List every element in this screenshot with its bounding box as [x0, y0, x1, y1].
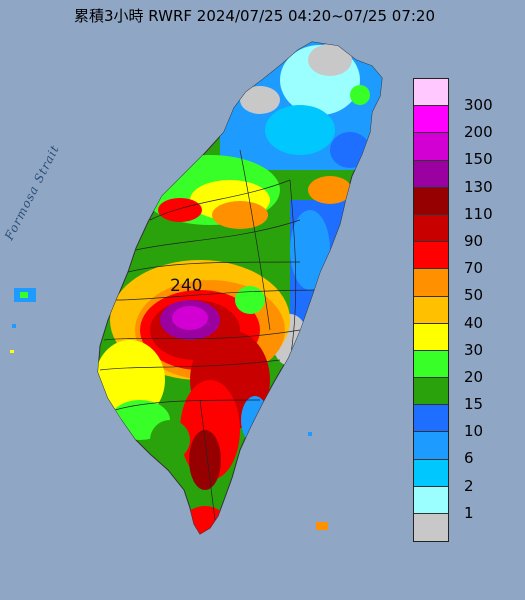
map-title: 累積3小時 RWRF 2024/07/25 04:20~07/25 07:20 — [74, 7, 436, 25]
legend-swatch — [414, 350, 448, 379]
legend-label: 130 — [464, 177, 493, 196]
color-legend — [413, 78, 449, 543]
legend-swatch — [414, 514, 448, 542]
legend-label: 90 — [464, 231, 484, 250]
legend-label: 2 — [464, 476, 474, 495]
legend-swatch — [414, 187, 448, 215]
legend-label: 20 — [464, 367, 484, 386]
legend-label: 300 — [464, 96, 493, 114]
legend-swatch — [414, 432, 448, 460]
legend-label: 200 — [464, 123, 493, 142]
legend-swatch — [414, 459, 448, 487]
legend-swatch — [414, 269, 448, 297]
legend-swatch — [414, 378, 448, 406]
legend-label: 50 — [464, 286, 484, 305]
legend-label: 10 — [464, 422, 484, 441]
offshore-islands — [10, 288, 328, 530]
legend-labels: 300 200 150 130 110 90 70 50 40 30 20 15 10 6 2 1 — [464, 92, 493, 527]
legend-swatch — [414, 133, 448, 161]
legend-label: 150 — [464, 150, 493, 169]
legend-swatch — [414, 242, 448, 270]
legend-swatch — [414, 106, 448, 134]
legend-swatch — [414, 160, 448, 188]
legend-swatch — [414, 486, 448, 514]
legend-swatch — [414, 296, 448, 324]
legend-label: 30 — [464, 340, 484, 359]
peak-value-label: 240 — [170, 276, 203, 296]
legend-label: 15 — [464, 395, 484, 414]
legend-label: 1 — [464, 503, 474, 522]
legend-swatch — [414, 405, 448, 433]
legend-label: 110 — [464, 204, 493, 223]
legend-label: 70 — [464, 259, 484, 278]
legend-swatch — [414, 214, 448, 243]
legend-label: 40 — [464, 313, 484, 332]
legend-label: 6 — [464, 449, 474, 468]
legend-swatch — [414, 323, 448, 351]
rainfall-fields — [98, 42, 382, 534]
boundary-lines — [99, 149, 321, 521]
legend-swatch — [414, 79, 448, 107]
